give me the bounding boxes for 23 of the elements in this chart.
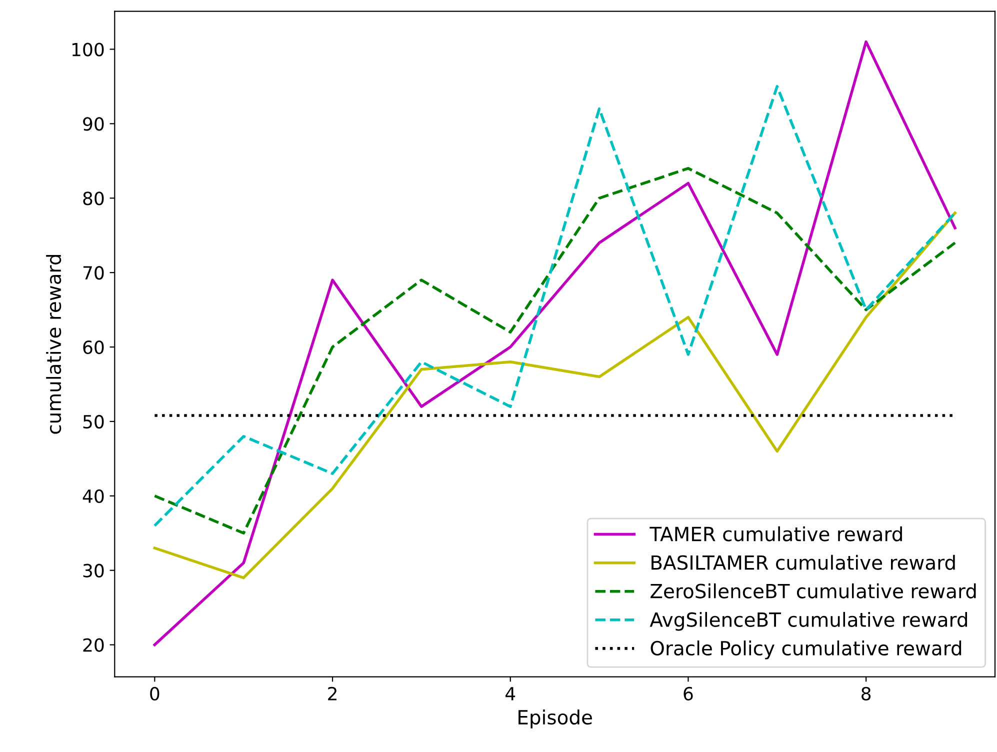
- line-series: [153, 212, 956, 580]
- y-tick-label: 40: [82, 489, 104, 504]
- legend-label: Oracle Policy cumulative reward: [650, 640, 962, 660]
- y-tick-label: 100: [72, 42, 104, 56]
- y-tick-label: 20: [83, 638, 104, 652]
- x-tick-label: 4: [506, 687, 516, 700]
- y-tick-label: 30: [83, 564, 104, 578]
- y-axis-title: cumulative reward: [46, 255, 62, 434]
- legend-label: TAMER cumulative reward: [650, 526, 902, 542]
- y-tick-label: 70: [83, 266, 104, 280]
- legend-label: AvgSilenceBT cumulative reward: [650, 612, 968, 631]
- x-tick-label: 6: [684, 686, 693, 700]
- y-tick-label: 90: [83, 117, 104, 131]
- y-tick-label: 60: [83, 340, 104, 354]
- x-axis-title: Episode: [518, 710, 592, 728]
- x-tick-label: 0: [150, 686, 160, 700]
- line-series: [153, 85, 956, 528]
- y-tick-label: 80: [83, 192, 104, 206]
- legend-label: BASILTAMER cumulative reward: [652, 554, 955, 570]
- x-tick-label: 8: [862, 686, 871, 700]
- legend-label: ZeroSilenceBT cumulative reward: [650, 583, 976, 598]
- y-tick-label: 50: [83, 414, 104, 429]
- x-tick-label: 2: [328, 686, 336, 700]
